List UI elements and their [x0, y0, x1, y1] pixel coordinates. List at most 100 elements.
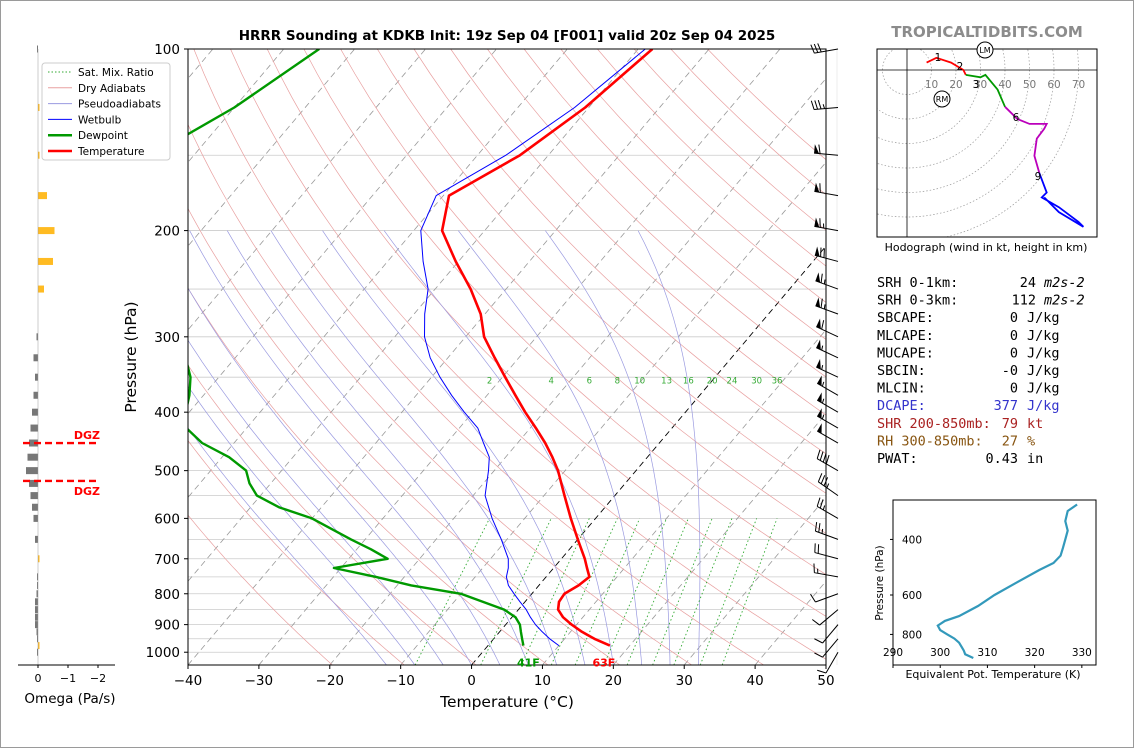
isotherm-line	[188, 49, 639, 582]
mixing-ratio-line	[652, 518, 713, 665]
barb-flag	[814, 638, 823, 644]
skewt-axes-frame	[187, 48, 827, 666]
wind-barb	[816, 318, 839, 338]
index-value: 0	[1010, 328, 1018, 344]
index-unit: kt	[1027, 416, 1043, 432]
omega-bar	[29, 439, 38, 447]
index-unit: J/kg	[1027, 345, 1060, 361]
barb-flag	[810, 44, 815, 54]
pseudoadiabat-line	[226, 230, 529, 665]
index-label: SHR 200-850mb:	[877, 416, 991, 432]
wind-barb	[815, 272, 839, 290]
theta-e-y-tick-label: 600	[902, 590, 922, 602]
omega-bar	[30, 424, 38, 432]
omega-bar	[36, 333, 38, 341]
chart-title: HRRR Sounding at KDKB Init: 19z Sep 04 […	[239, 28, 776, 44]
dgz-label: DGZ	[74, 429, 100, 442]
wind-barb	[816, 358, 839, 378]
isotherm-line	[683, 496, 826, 665]
hodograph-trace	[1004, 106, 1049, 174]
wind-barb	[811, 609, 839, 626]
wind-barb	[816, 423, 839, 444]
isotherm-line	[329, 77, 826, 665]
dry-adiabat-line	[188, 514, 333, 665]
barb-shaft	[814, 552, 839, 560]
omega-bar	[35, 598, 38, 606]
x-tick-label: 50	[817, 673, 834, 689]
barb-pennant	[814, 182, 820, 193]
legend-label: Dry Adiabats	[78, 83, 146, 95]
barb-pennant	[814, 217, 820, 228]
hodograph-ring-label: 50	[1023, 79, 1036, 91]
surface-dewpoint-label: 41F	[517, 657, 540, 670]
omega-bar	[35, 613, 38, 621]
omega-axis-label: Omega (Pa/s)	[24, 691, 115, 707]
index-value: 0.43	[985, 451, 1018, 467]
theta-e-x-tick-label: 330	[1072, 647, 1092, 659]
pseudoadiabat-line	[188, 427, 387, 665]
hodograph-height-label: 1	[935, 52, 942, 64]
index-label: PWAT:	[877, 451, 918, 467]
y-tick-label: 100	[154, 42, 180, 58]
isotherm-line	[188, 49, 426, 331]
wetbulb-profile-line	[420, 49, 646, 647]
brand-watermark: TROPICALTIDBITS.COM	[891, 23, 1083, 41]
wind-barb	[814, 624, 839, 644]
hodograph-ring-label: 30	[974, 79, 987, 91]
barb-flag	[819, 451, 824, 461]
index-value: 112	[1012, 293, 1036, 309]
storm-motion-marker	[933, 90, 951, 108]
omega-bar	[26, 467, 38, 475]
barb-flag	[818, 144, 821, 154]
barb-flag	[814, 652, 823, 658]
barb-flag	[823, 477, 829, 487]
isotherm-line	[188, 49, 497, 415]
storm-motion-marker	[976, 41, 994, 59]
mixing-ratio-line	[480, 518, 552, 665]
barb-shaft	[822, 624, 839, 644]
index-unit: J/kg	[1027, 398, 1060, 414]
x-tick-label: 10	[534, 673, 551, 689]
x-tick-label: −30	[245, 673, 274, 689]
dry-adiabat-line	[188, 207, 621, 665]
omega-bar	[37, 635, 38, 643]
index-unit: m2s-2	[1043, 293, 1085, 309]
hodograph-caption: Hodograph (wind in kt, height in km)	[885, 241, 1088, 254]
omega-bar	[37, 573, 38, 581]
hodograph-ring-label: 10	[925, 79, 938, 91]
pseudoadiabat-line	[322, 230, 586, 665]
omega-bar	[32, 503, 38, 511]
isotherm-line	[188, 49, 710, 665]
omega-bar	[36, 590, 38, 598]
barb-pennant	[814, 246, 820, 257]
mixing-ratio-label: 6	[587, 376, 592, 386]
omega-bar	[38, 257, 53, 265]
theta-e-y-tick-label: 400	[902, 534, 922, 546]
barb-flag	[810, 593, 816, 603]
hodograph-ring-label: 70	[1072, 79, 1085, 91]
hodograph-trace	[926, 56, 967, 76]
barb-shaft	[816, 347, 839, 359]
x-tick-label: 40	[747, 673, 764, 689]
pseudoadiabat-line	[458, 230, 643, 665]
wind-barb	[814, 638, 839, 658]
wind-barb	[816, 497, 839, 519]
barb-shaft	[814, 572, 839, 578]
omega-bar	[38, 151, 40, 159]
index-unit: J/kg	[1027, 381, 1060, 397]
barb-pennant	[817, 423, 822, 434]
hodograph-plot-area	[877, 49, 1097, 237]
theta-e-profile-line	[936, 503, 1078, 660]
x-tick-label: 0	[467, 673, 476, 689]
barb-flag	[817, 669, 827, 674]
y-tick-label: 300	[154, 330, 180, 346]
index-value: 24	[1020, 275, 1036, 291]
index-value: 0	[1010, 345, 1018, 361]
pseudoadiabat-line	[545, 230, 671, 665]
mixing-ratio-line	[520, 518, 590, 665]
x-tick-label: −20	[316, 673, 345, 689]
theta-e-panel: 290 300 310 320 330 400 600 800	[883, 499, 1097, 668]
mixing-ratio-line	[603, 518, 667, 665]
barb-flag	[817, 99, 822, 110]
legend-label: Temperature	[77, 146, 145, 158]
